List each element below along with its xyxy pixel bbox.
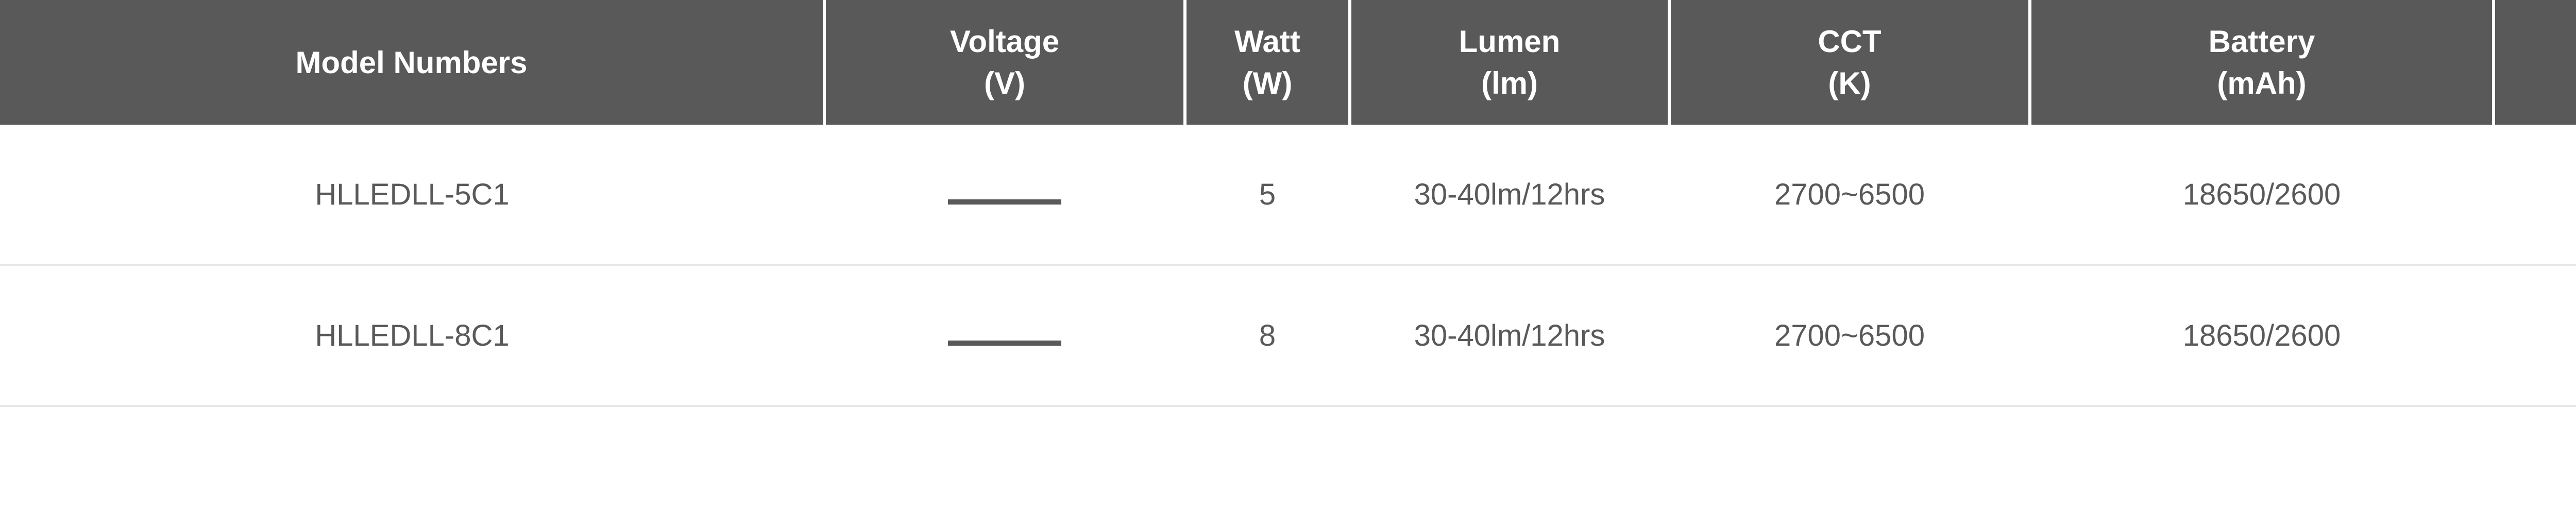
table-body: HLLEDLL-5C1 5 30-40lm/12hrs 2700~6500 18… <box>0 125 2576 406</box>
header-sublabel: (K) <box>1828 66 1871 100</box>
cell-lumen: 30-40lm/12hrs <box>1350 125 1669 265</box>
header-sublabel: (V) <box>984 66 1025 100</box>
dash-icon <box>948 341 1061 346</box>
col-header-battery: Battery (mAh) <box>2030 0 2494 125</box>
cell-battery: 18650/2600 <box>2030 125 2494 265</box>
cell-watt: 5 <box>1185 125 1350 265</box>
cell-size: 100*170*415 <box>2494 125 2576 265</box>
header-label: Model Numbers <box>295 45 527 80</box>
table-row: HLLEDLL-5C1 5 30-40lm/12hrs 2700~6500 18… <box>0 125 2576 265</box>
header-label: CCT <box>1818 24 1881 59</box>
table-row: HLLEDLL-8C1 8 30-40lm/12hrs 2700~6500 18… <box>0 265 2576 406</box>
cell-cct: 2700~6500 <box>1669 125 2030 265</box>
col-header-cct: CCT (K) <box>1669 0 2030 125</box>
header-label: Voltage <box>950 24 1059 59</box>
header-label: Lumen <box>1459 24 1561 59</box>
header-sublabel: (W) <box>1243 66 1293 100</box>
cell-voltage <box>824 125 1185 265</box>
col-header-size: Size (mm) <box>2494 0 2576 125</box>
col-header-voltage: Voltage (V) <box>824 0 1185 125</box>
cell-model: HLLEDLL-8C1 <box>0 265 824 406</box>
header-sublabel: (lm) <box>1481 66 1538 100</box>
col-header-model: Model Numbers <box>0 0 824 125</box>
cell-voltage <box>824 265 1185 406</box>
cell-model: HLLEDLL-5C1 <box>0 125 824 265</box>
cell-lumen: 30-40lm/12hrs <box>1350 265 1669 406</box>
cell-cct: 2700~6500 <box>1669 265 2030 406</box>
cell-watt: 8 <box>1185 265 1350 406</box>
spec-table: Model Numbers Voltage (V) Watt (W) Lumen… <box>0 0 2576 407</box>
cell-size: 100*170*415 <box>2494 265 2576 406</box>
cell-battery: 18650/2600 <box>2030 265 2494 406</box>
col-header-watt: Watt (W) <box>1185 0 1350 125</box>
header-sublabel: (mAh) <box>2217 66 2306 100</box>
header-row: Model Numbers Voltage (V) Watt (W) Lumen… <box>0 0 2576 125</box>
header-label: Watt <box>1234 24 1300 59</box>
table-header: Model Numbers Voltage (V) Watt (W) Lumen… <box>0 0 2576 125</box>
header-label: Battery <box>2209 24 2315 59</box>
dash-icon <box>948 199 1061 205</box>
col-header-lumen: Lumen (lm) <box>1350 0 1669 125</box>
